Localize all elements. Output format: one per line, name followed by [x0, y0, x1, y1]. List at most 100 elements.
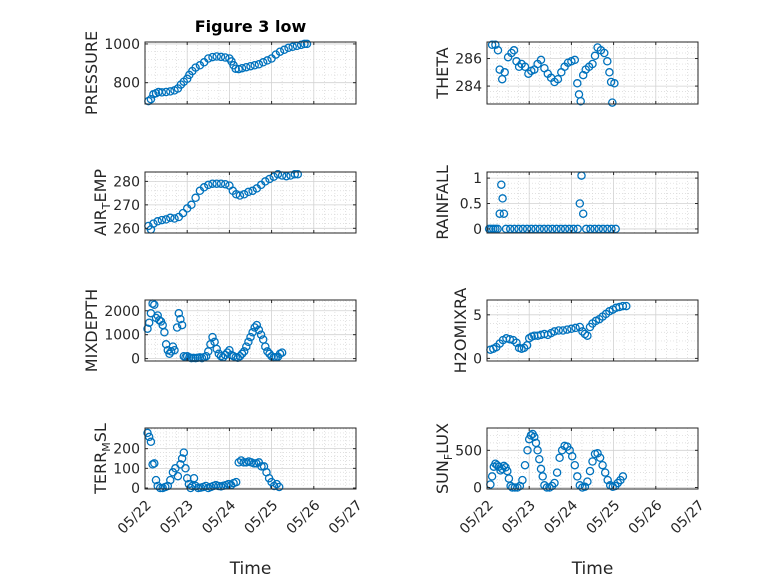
data-point [237, 63, 247, 73]
axes-box [144, 427, 357, 490]
y-axis-label-part: MIXDEPTH [82, 289, 101, 372]
data-point [153, 217, 162, 226]
data-point [220, 350, 230, 360]
series-points [487, 40, 619, 107]
data-point [204, 54, 213, 63]
data-point [498, 194, 507, 203]
data-point [166, 213, 175, 223]
data-point [201, 351, 211, 361]
data-point [177, 320, 187, 330]
data-point [246, 61, 255, 71]
data-point [588, 59, 597, 69]
y-axis-label-part: TERR [91, 452, 110, 495]
data-point [143, 428, 152, 438]
data-point [216, 52, 226, 62]
data-point [208, 179, 217, 188]
data-point [560, 224, 570, 234]
series-points [486, 301, 631, 354]
data-point [487, 40, 497, 50]
axes-box [144, 171, 357, 234]
data-point [590, 224, 599, 234]
data-point [248, 186, 257, 196]
data-point [570, 460, 580, 470]
data-point [501, 224, 511, 234]
data-point [487, 472, 497, 481]
data-point [600, 48, 609, 58]
series-points [144, 170, 303, 234]
x-tick-label: 05/25 [242, 497, 282, 537]
data-point [275, 47, 285, 56]
data-point [518, 475, 527, 485]
data-point [573, 224, 582, 234]
data-point [603, 475, 612, 485]
data-point [556, 224, 566, 234]
data-point [225, 345, 234, 355]
data-point [220, 179, 230, 189]
data-point [618, 301, 628, 311]
data-point [254, 325, 264, 335]
data-point [244, 187, 253, 197]
data-point [608, 98, 617, 107]
y-tick-label: 0 [473, 481, 482, 497]
y-tick-label: 0.5 [460, 197, 482, 213]
data-point [146, 437, 156, 447]
data-point [188, 481, 197, 491]
data-point [263, 56, 272, 65]
data-point [149, 219, 158, 228]
data-point [588, 457, 597, 466]
data-point [284, 43, 293, 53]
data-point [603, 224, 612, 234]
data-point [252, 320, 262, 330]
y-axis-label-part: AIR [91, 209, 110, 236]
data-point [598, 460, 607, 470]
data-point [569, 224, 578, 234]
data-point [282, 171, 291, 181]
data-point [254, 60, 264, 69]
data-point [176, 80, 186, 89]
data-point [242, 342, 251, 351]
y-tick-label: 5 [473, 308, 482, 324]
data-point [505, 224, 515, 234]
data-point [586, 224, 595, 234]
x-tick-label: 05/22 [457, 497, 497, 537]
data-point [160, 328, 169, 337]
y-axis-label: RAINFALL [433, 165, 452, 240]
data-point [550, 327, 559, 336]
data-point [261, 177, 270, 186]
data-point [539, 224, 549, 234]
data-point [505, 334, 515, 344]
data-point [242, 62, 251, 72]
data-point [542, 483, 552, 492]
data-point [554, 326, 563, 335]
data-point [181, 464, 190, 473]
data-point [590, 51, 600, 61]
y-tick-label: 286 [455, 52, 482, 68]
data-point [170, 214, 179, 223]
data-point [575, 199, 585, 208]
data-point [553, 74, 563, 84]
data-point [575, 322, 585, 332]
data-point [161, 87, 171, 97]
data-point [520, 460, 530, 470]
y-tick-label: 270 [113, 198, 140, 214]
y-axis-label: PRESSURE [82, 31, 101, 115]
series-points [144, 39, 312, 106]
data-point [495, 65, 504, 74]
data-point [246, 332, 255, 342]
x-tick-label: 05/24 [541, 497, 581, 537]
data-point [583, 477, 592, 486]
data-point [157, 88, 167, 97]
data-point [235, 191, 245, 200]
data-point [250, 323, 259, 332]
x-tick-label: 05/27 [326, 497, 366, 537]
y-tick-label: 1000 [104, 328, 140, 344]
data-point [208, 332, 217, 342]
y-tick-label: 0 [473, 222, 482, 238]
data-point [558, 326, 568, 335]
data-point [607, 224, 616, 234]
data-point [567, 324, 576, 334]
y-tick-label: 100 [113, 461, 140, 477]
data-point [172, 323, 182, 332]
